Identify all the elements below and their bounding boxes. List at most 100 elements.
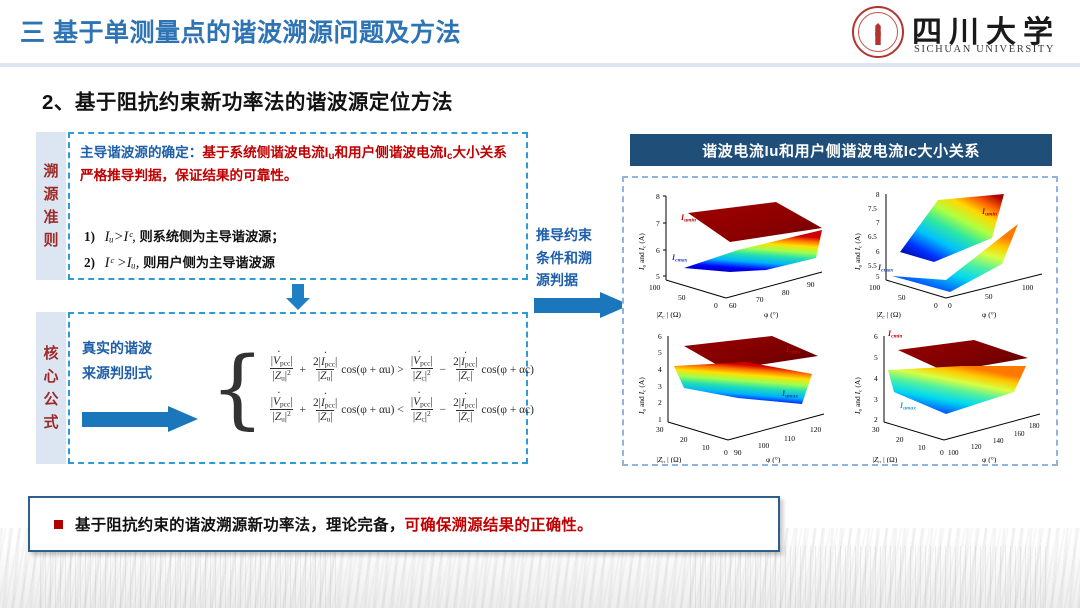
side-label-char: 源 [43,185,59,203]
x-axis-label: |Zc | (Ω) [876,310,901,320]
svg-text:3: 3 [658,382,662,391]
middle-annotation-line-2: 条件和溯 [536,249,592,266]
annotation-icmin: Icmin [887,329,902,339]
x-tick-labels: 30 20 10 0 [656,425,728,457]
y-axis-label: Iu and Ic (A) [637,233,647,271]
svg-text:0: 0 [948,301,952,310]
relation-operator: < [397,404,404,417]
y-ticks [663,195,666,277]
svg-text:90: 90 [807,280,815,289]
side-label-char: 核 [43,344,59,362]
surface-icmax [684,230,822,272]
header-divider [0,63,1080,67]
minus-operator: − [439,363,447,376]
conclusion-text-red: 可确保溯源结果的正确性。 [404,517,593,534]
middle-annotation-line-1: 推导约束 [536,227,592,243]
surface-icmin [684,336,818,370]
plus-operator: + [299,363,306,376]
criterion-lead-text: 主导谐波源的确定：基于系统侧谐波电流Iu和用户侧谐波电流Ic大小关系严格推导判据… [80,142,520,187]
criterion-item-text: 则用户侧为主导谐波源 [143,255,275,270]
side-label-char: 公 [43,391,59,408]
conclusion-text: 基于阻抗约束的谐波溯源新功率法，理论完备，可确保溯源结果的正确性。 [75,513,593,535]
page-title: 三 基于单测量点的谐波溯源问题及方法 [20,19,461,47]
section-heading: 2、基于阻抗约束新功率法的谐波源定位方法 [42,91,453,114]
frac-2ipcc-zu: 2|Ipcc| |Zu| [311,397,339,425]
equation-row-1: |Vpcc| |Zu|2 + 2|Ipcc| |Zu| cos(φ + αu) … [267,355,534,384]
svg-text:6.5: 6.5 [868,233,877,241]
plus-operator: + [299,404,306,417]
svg-text:30: 30 [656,425,664,434]
annotation-iumin: Iumin [680,213,696,223]
axis-lines [885,194,1043,299]
svg-text:30: 30 [872,425,880,434]
svg-text:100: 100 [649,283,661,292]
surface-plot-top-left: 8 7 6 5 Iu and Ic (A) 100 50 0 |Zc | (Ω) 60 7… [626,180,840,321]
criterion-item-math: Iᶜ >Iᵤ, [104,255,140,271]
svg-text:10: 10 [918,443,926,452]
svg-text:8: 8 [876,191,880,199]
criterion-lead-sub-u: u [328,151,335,163]
side-label-char: 准 [43,209,59,226]
frac-vpcc-zu2: |Vpcc| |Zu|2 [269,396,295,425]
plot-svg: 8 7.5 7 6.5 6 5.5 5 Iu and Ic (A) 100 50 0 |Z… [853,191,1043,320]
university-seal-icon [852,6,904,58]
annotation-iumax: Iumax [899,401,916,411]
svg-text:180: 180 [1029,422,1040,430]
svg-text:160: 160 [1014,430,1025,438]
z-axis-label: φ (°) [764,310,779,319]
criterion-item-math: Iᵤ>Iᶜ, [104,229,136,245]
side-label-char: 心 [43,367,59,385]
svg-text:90: 90 [734,448,742,457]
svg-text:100: 100 [758,441,770,450]
svg-text:0: 0 [714,301,718,310]
y-tick-labels: 6 5 4 3 2 [874,332,878,424]
svg-text:8: 8 [656,192,660,201]
svg-text:7: 7 [876,219,880,227]
z-tick-labels: 90 100 110 120 [734,425,822,457]
formula-caption-line-2: 来源判别式 [82,365,152,382]
svg-text:4: 4 [658,365,662,374]
slide-header: 三 基于单测量点的谐波溯源问题及方法 四川大学 SICHUAN UNIVERSI… [0,0,1080,67]
z-tick-labels: 100 120 140 160 180 [948,422,1040,457]
svg-text:3: 3 [874,395,878,404]
x-tick-labels: 100 50 0 [869,283,938,310]
svg-text:100: 100 [869,283,881,292]
svg-text:5: 5 [876,273,880,281]
svg-text:50: 50 [985,292,993,301]
annotation-iumax: Iumax [781,389,798,399]
svg-text:6: 6 [658,332,662,341]
minus-operator: − [439,404,447,417]
plots-banner: 谐波电流Iu和用户侧谐波电流Ic大小关系 [630,134,1052,166]
relation-operator: > [397,363,404,376]
discriminant-equations: { |Vpcc| |Zu|2 + 2|Ipcc| |Zu| cos(φ + αu… [210,334,534,446]
annotation-icmax: Icmax [671,253,688,263]
axis-lines [665,196,823,299]
z-axis-label: φ (°) [982,310,997,319]
svg-text:0: 0 [724,448,728,457]
criterion-item-2: 2) Iᶜ >Iᵤ, 则用户侧为主导谐波源 [84,252,275,272]
x-tick-labels: 100 50 0 [649,283,718,310]
svg-text:2: 2 [874,415,878,424]
surface-iumax [674,362,812,404]
surface-icmax [892,224,1018,292]
y-tick-labels: 8 7.5 7 6.5 6 5.5 5 [868,191,880,281]
svg-text:5: 5 [874,353,878,362]
middle-annotation: 推导约束 条件和溯 源判据 [536,224,622,292]
formula-box: 真实的谐波 来源判别式 { |Vpcc| |Zu|2 + 2|Ipcc| |Zu… [68,312,534,464]
y-axis-label: Iu and Ic (A) [853,377,863,415]
x-tick-labels: 30 20 10 0 [872,425,944,457]
plot-svg: 8 7 6 5 Iu and Ic (A) 100 50 0 |Zc | (Ω) 60 7… [637,192,823,320]
svg-text:50: 50 [678,293,686,302]
annotation-icmin: Icmin [785,345,800,355]
y-axis-label: Iu and Ic (A) [853,233,863,271]
annotation-icmax: Icmax [877,263,894,273]
cos-term-left: cos(φ + αu) [341,363,395,376]
middle-annotation-line-3: 源判据 [536,272,578,289]
svg-text:5.5: 5.5 [868,262,877,270]
formula-side-label: 核 心 公 式 [36,312,66,464]
axis-lines [667,336,825,441]
arrow-shaft [534,298,602,313]
svg-text:70: 70 [756,295,764,304]
